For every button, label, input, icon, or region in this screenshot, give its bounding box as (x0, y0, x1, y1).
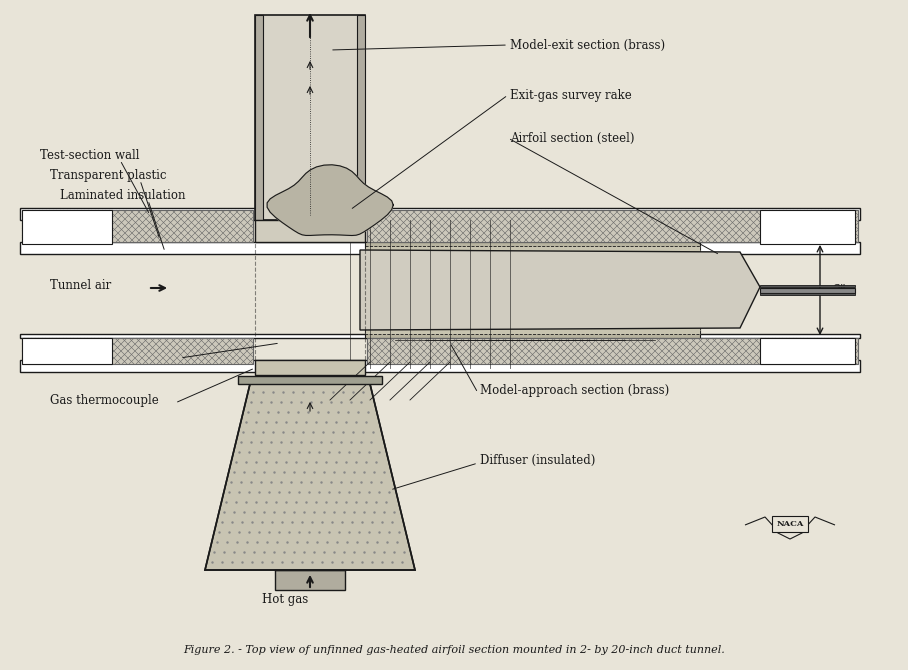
Bar (255, 220, 365, 242)
Text: Figure 2. - Top view of unfinned gas-heated airfoil section mounted in 2- by 20-: Figure 2. - Top view of unfinned gas-hea… (183, 645, 725, 655)
Bar (20, 360, 860, 372)
Bar (760, 338, 855, 364)
Text: NACA: NACA (776, 520, 804, 528)
Text: Exit-gas survey rake: Exit-gas survey rake (510, 88, 632, 101)
Text: Diffuser (insulated): Diffuser (insulated) (480, 454, 596, 466)
Text: Hot gas: Hot gas (262, 594, 308, 606)
Text: Laminated insulation: Laminated insulation (60, 188, 185, 202)
Bar (255, 360, 365, 375)
Polygon shape (267, 165, 393, 235)
Polygon shape (360, 250, 760, 330)
Bar (20, 208, 860, 220)
Bar (357, 15, 365, 220)
Polygon shape (205, 384, 415, 570)
Text: 2": 2" (832, 283, 845, 297)
Text: Surface thermocouple: Surface thermocouple (50, 348, 183, 362)
Bar (365, 242, 700, 338)
Bar (20, 242, 860, 254)
Bar (760, 287, 855, 293)
Bar (255, 15, 365, 220)
Bar (20, 334, 860, 338)
Bar (22, 210, 112, 244)
Bar (760, 285, 855, 287)
Text: Gas thermocouple: Gas thermocouple (50, 393, 159, 407)
Bar (22, 338, 253, 364)
Bar (22, 338, 112, 364)
Text: Model-exit section (brass): Model-exit section (brass) (510, 38, 666, 52)
Text: Model-approach section (brass): Model-approach section (brass) (480, 383, 669, 397)
Text: Test-section wall: Test-section wall (40, 149, 140, 161)
Text: Transparent plastic: Transparent plastic (50, 168, 166, 182)
Bar (365, 246, 700, 334)
Bar (22, 210, 253, 242)
Bar (760, 210, 855, 244)
Bar (255, 15, 263, 220)
Bar (760, 293, 855, 295)
Bar (367, 210, 858, 242)
Bar (275, 570, 345, 590)
Bar (238, 376, 382, 384)
Text: Airfoil section (steel): Airfoil section (steel) (510, 131, 635, 145)
Text: Tunnel air: Tunnel air (50, 279, 112, 291)
Bar (772, 516, 808, 532)
Bar (367, 338, 858, 364)
